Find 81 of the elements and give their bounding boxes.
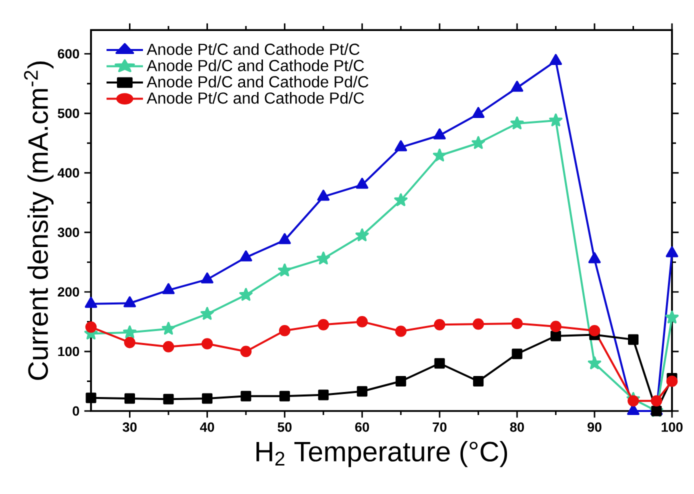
point [512, 348, 522, 360]
point [434, 358, 445, 369]
point [123, 325, 136, 338]
point [665, 310, 679, 324]
point [278, 233, 291, 244]
x-tick-label: 50 [278, 422, 292, 432]
x-axis-title: H$_{2}$ Temperature (°C) [256, 440, 508, 468]
point [628, 334, 639, 345]
point [394, 193, 408, 206]
point [666, 376, 678, 387]
point [472, 318, 484, 330]
point [202, 393, 212, 404]
point [472, 136, 486, 149]
point [588, 252, 601, 264]
point [356, 386, 368, 397]
point [396, 376, 406, 387]
point [356, 178, 368, 189]
x-tick-label: 60 [355, 422, 370, 432]
point [202, 338, 213, 350]
point [124, 296, 136, 308]
point [395, 326, 407, 337]
point [355, 228, 369, 242]
point [394, 140, 408, 152]
point [278, 324, 290, 336]
point [472, 106, 485, 118]
point [124, 393, 135, 404]
point [650, 395, 662, 407]
point [510, 80, 524, 92]
point [510, 116, 524, 130]
point [434, 319, 446, 330]
legend-label: Anode Pt/C and Cathode Pd/C [146, 92, 364, 104]
point [278, 264, 292, 276]
point [239, 288, 253, 301]
y-tick-label: 600 [58, 49, 80, 59]
y-tick-label: 100 [58, 346, 80, 356]
point [473, 376, 484, 387]
point [550, 330, 562, 342]
point [550, 320, 562, 332]
point [240, 250, 252, 262]
point [240, 390, 252, 402]
y-tick-label: 300 [58, 228, 80, 238]
point [549, 113, 563, 126]
y-tick-label: 0 [72, 406, 80, 416]
point [162, 283, 175, 294]
y-tick-label: 200 [58, 287, 80, 297]
legend-label: Anode Pd/C and Cathode Pd/C [146, 76, 368, 88]
x-tick-label: 30 [122, 422, 137, 432]
point [163, 394, 174, 404]
point [162, 341, 174, 352]
point [511, 318, 523, 330]
point [201, 272, 214, 284]
point [86, 392, 96, 404]
y-axis-title: Current density (mA.cm$^{-2}$) [24, 62, 54, 380]
point [85, 321, 97, 333]
y-tick-label: 500 [58, 108, 80, 118]
point [124, 336, 136, 348]
point [588, 324, 600, 336]
point [162, 322, 176, 335]
point [84, 296, 98, 308]
point [318, 390, 329, 400]
point [433, 128, 446, 140]
point [666, 246, 678, 258]
x-tick-label: 70 [432, 422, 446, 432]
point [318, 319, 330, 330]
point [316, 252, 330, 264]
point [588, 356, 602, 370]
point [550, 54, 562, 65]
point [279, 390, 290, 402]
legend-label: Anode Pd/C and Cathode Pt/C [146, 60, 364, 72]
legend-label: Anode Pt/C and Cathode Pt/C [146, 43, 360, 55]
x-tick-label: 80 [510, 422, 524, 432]
point [200, 306, 214, 320]
x-tick-label: 100 [662, 422, 683, 432]
point [356, 316, 368, 328]
point [240, 346, 252, 358]
x-tick-label: 40 [200, 422, 214, 432]
y-tick-label: 400 [58, 168, 80, 178]
point [628, 395, 639, 407]
x-tick-label: 90 [588, 422, 602, 432]
point [317, 190, 330, 201]
point [432, 148, 446, 162]
